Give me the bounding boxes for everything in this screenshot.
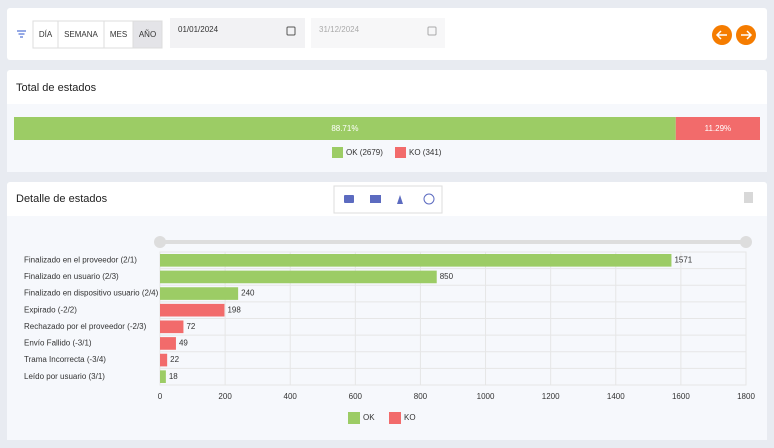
prev-button[interactable]: [712, 25, 732, 45]
y-tick-label: Trama Incorrecta (-3/4): [24, 355, 106, 364]
filter-icon[interactable]: [17, 30, 26, 38]
x-tick-label: 400: [284, 392, 298, 401]
bar-value: 18: [169, 372, 178, 381]
x-tick-label: 800: [414, 392, 428, 401]
period-label: AÑO: [139, 30, 156, 39]
legend-swatch: [348, 412, 360, 424]
next-button[interactable]: [736, 25, 756, 45]
range-slider[interactable]: [154, 236, 752, 248]
alarm-icon[interactable]: [397, 195, 403, 204]
x-tick-label: 1200: [542, 392, 560, 401]
period-label: MES: [110, 30, 127, 39]
bar: [160, 253, 672, 267]
legend-label: KO (341): [409, 148, 442, 157]
x-tick-label: 1600: [672, 392, 690, 401]
legend-swatch: [395, 147, 406, 158]
bar-label: 88.71%: [331, 124, 358, 133]
period-button[interactable]: [57, 20, 105, 49]
detail-title: Detalle de estados: [16, 193, 108, 205]
sms-icon[interactable]: [344, 195, 354, 203]
bar-label: 11.29%: [705, 124, 732, 133]
plot-frame: [159, 251, 747, 386]
x-tick-label: 1800: [737, 392, 755, 401]
period-button[interactable]: [132, 20, 163, 49]
legend-label: OK: [363, 413, 375, 422]
bar: [160, 370, 166, 384]
x-tick-label: 1000: [477, 392, 495, 401]
bar-segment: [14, 117, 676, 140]
detail-body: [7, 216, 767, 440]
bar-value: 22: [170, 355, 179, 364]
total-title: Total de estados: [16, 82, 97, 94]
period-button[interactable]: [103, 20, 134, 49]
calendar-icon: [427, 26, 437, 36]
bar-value: 850: [440, 272, 454, 281]
x-tick-label: 1400: [607, 392, 625, 401]
x-tick-label: 600: [349, 392, 363, 401]
x-tick-label: 200: [218, 392, 232, 401]
mail-icon[interactable]: [370, 195, 381, 203]
legend-label: OK (2679): [346, 148, 383, 157]
channel-tabs: [333, 185, 443, 214]
bar: [160, 303, 225, 317]
calendar-icon[interactable]: [286, 26, 296, 36]
bar-value: 49: [179, 339, 188, 348]
legend-label: KO: [404, 413, 416, 422]
bar: [160, 337, 176, 350]
x-tick-label: 0: [158, 392, 163, 401]
charts: DÍA SEMANA MES AÑO 88.71% OK (2679) 11.29% KO (…: [14, 20, 760, 424]
clipboard-icon[interactable]: [744, 192, 753, 203]
start-date-input[interactable]: [170, 18, 305, 48]
period-label: SEMANA: [64, 30, 98, 39]
y-tick-label: Expirado (-2/2): [24, 305, 77, 314]
end-date-input: [311, 18, 445, 48]
y-tick-label: Finalizado en el proveedor (2/1): [24, 255, 137, 264]
bar-segment: [675, 117, 760, 140]
end-date: 31/12/2024: [319, 25, 360, 34]
y-tick-label: Finalizado en dispositivo usuario (2/4): [24, 289, 159, 298]
y-tick-label: Leído por usuario (3/1): [24, 372, 105, 381]
bar: [160, 287, 239, 300]
bar: [160, 320, 184, 334]
bar-value: 240: [241, 289, 255, 298]
bar-value: 198: [227, 305, 241, 314]
bar-value: 1571: [674, 255, 692, 264]
period-button[interactable]: [32, 20, 59, 49]
bar: [160, 270, 437, 284]
whatsapp-icon[interactable]: [423, 193, 435, 205]
y-tick-label: Finalizado en usuario (2/3): [24, 272, 119, 281]
bar: [160, 353, 168, 367]
period-label: DÍA: [39, 30, 53, 39]
bar-value: 72: [186, 322, 195, 331]
legend-swatch: [389, 412, 401, 424]
y-tick-label: Envío Fallido (-3/1): [24, 339, 92, 348]
y-tick-label: Rechazado por el proveedor (-2/3): [24, 322, 147, 331]
start-date: 01/01/2024: [178, 25, 219, 34]
legend-swatch: [332, 147, 343, 158]
